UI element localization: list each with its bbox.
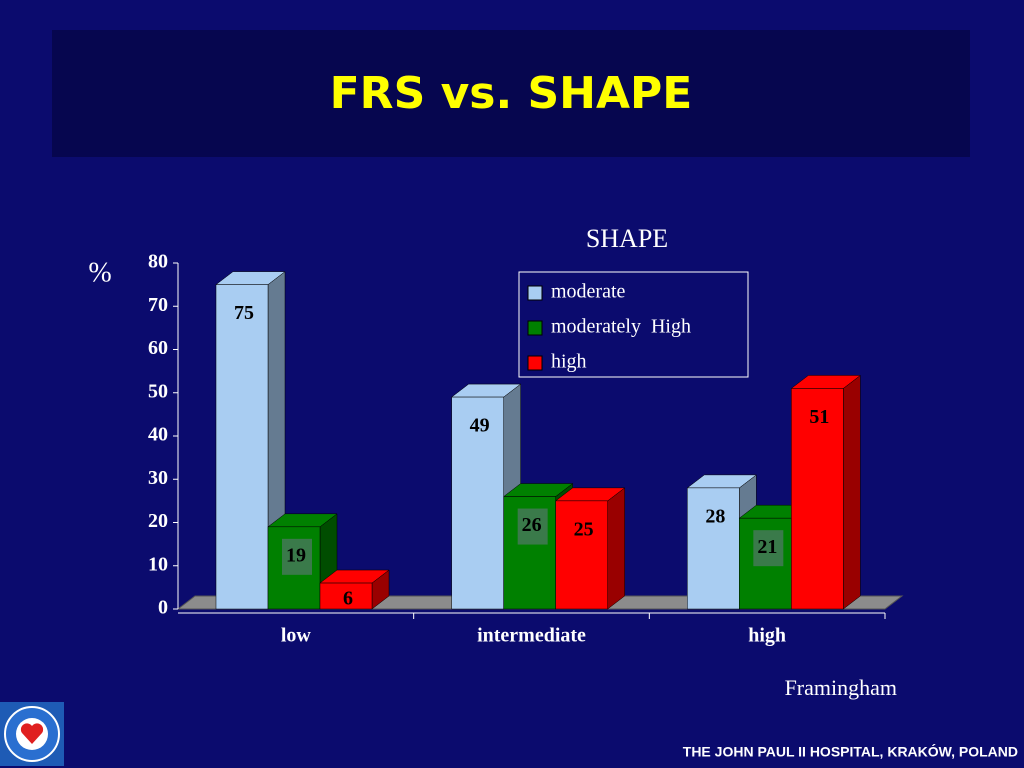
y-tick-label: 80 — [148, 251, 168, 273]
legend: moderate moderately High high — [518, 271, 749, 378]
title-band — [52, 30, 970, 157]
bar — [791, 388, 844, 610]
legend-label: moderate — [551, 281, 626, 303]
x-tick-label: intermediate — [477, 625, 586, 647]
legend-swatch — [527, 285, 543, 301]
value-label: 75 — [234, 302, 254, 324]
bar — [555, 500, 608, 610]
y-tick-label: 70 — [148, 294, 168, 316]
y-tick-label: 20 — [148, 510, 168, 532]
bar-side-shade — [607, 487, 625, 609]
value-label: 19 — [286, 544, 306, 566]
value-label-box — [517, 508, 548, 545]
value-label: 51 — [809, 406, 829, 428]
value-label: 28 — [705, 505, 725, 527]
value-label-box — [753, 530, 784, 567]
bar — [687, 487, 740, 610]
x-tick-label: low — [281, 625, 312, 647]
y-tick-label: 50 — [148, 380, 168, 402]
y-tick-label: 60 — [148, 337, 168, 359]
chart-title: FRS vs. SHAPE — [330, 68, 693, 119]
value-label: 25 — [574, 518, 594, 540]
y-tick-label: 30 — [148, 467, 168, 489]
value-label: 6 — [343, 588, 353, 610]
legend-title: SHAPE — [586, 224, 668, 253]
y-tick-label: 0 — [158, 597, 168, 619]
bar — [451, 396, 504, 610]
legend-swatch — [527, 320, 543, 336]
bar-side-shade — [372, 570, 389, 609]
legend-swatch — [527, 355, 543, 371]
value-label: 49 — [470, 415, 490, 437]
value-label: 26 — [522, 514, 542, 536]
y-tick-label: 40 — [148, 424, 168, 446]
bar-side-shade — [843, 375, 861, 609]
legend-label: moderately High — [551, 316, 691, 338]
value-label: 21 — [757, 536, 777, 558]
y-axis-label: % — [88, 257, 111, 288]
logo — [0, 702, 64, 766]
x-tick-label: high — [748, 625, 786, 647]
footer: THE JOHN PAUL II HOSPITAL, KRAKÓW, POLAN… — [683, 743, 1018, 760]
x-axis-label: Framingham — [785, 675, 897, 700]
bar — [215, 284, 269, 610]
y-tick-label: 10 — [148, 553, 168, 575]
bar — [319, 582, 373, 610]
value-label-box — [282, 538, 312, 575]
legend-label: high — [551, 351, 587, 373]
